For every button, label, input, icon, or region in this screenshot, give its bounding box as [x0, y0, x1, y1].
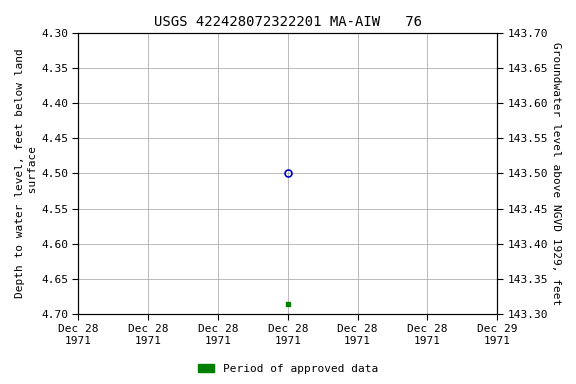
Y-axis label: Depth to water level, feet below land
 surface: Depth to water level, feet below land su… — [15, 48, 38, 298]
Legend: Period of approved data: Period of approved data — [193, 359, 383, 379]
Y-axis label: Groundwater level above NGVD 1929, feet: Groundwater level above NGVD 1929, feet — [551, 42, 561, 305]
Title: USGS 422428072322201 MA-AIW   76: USGS 422428072322201 MA-AIW 76 — [154, 15, 422, 29]
